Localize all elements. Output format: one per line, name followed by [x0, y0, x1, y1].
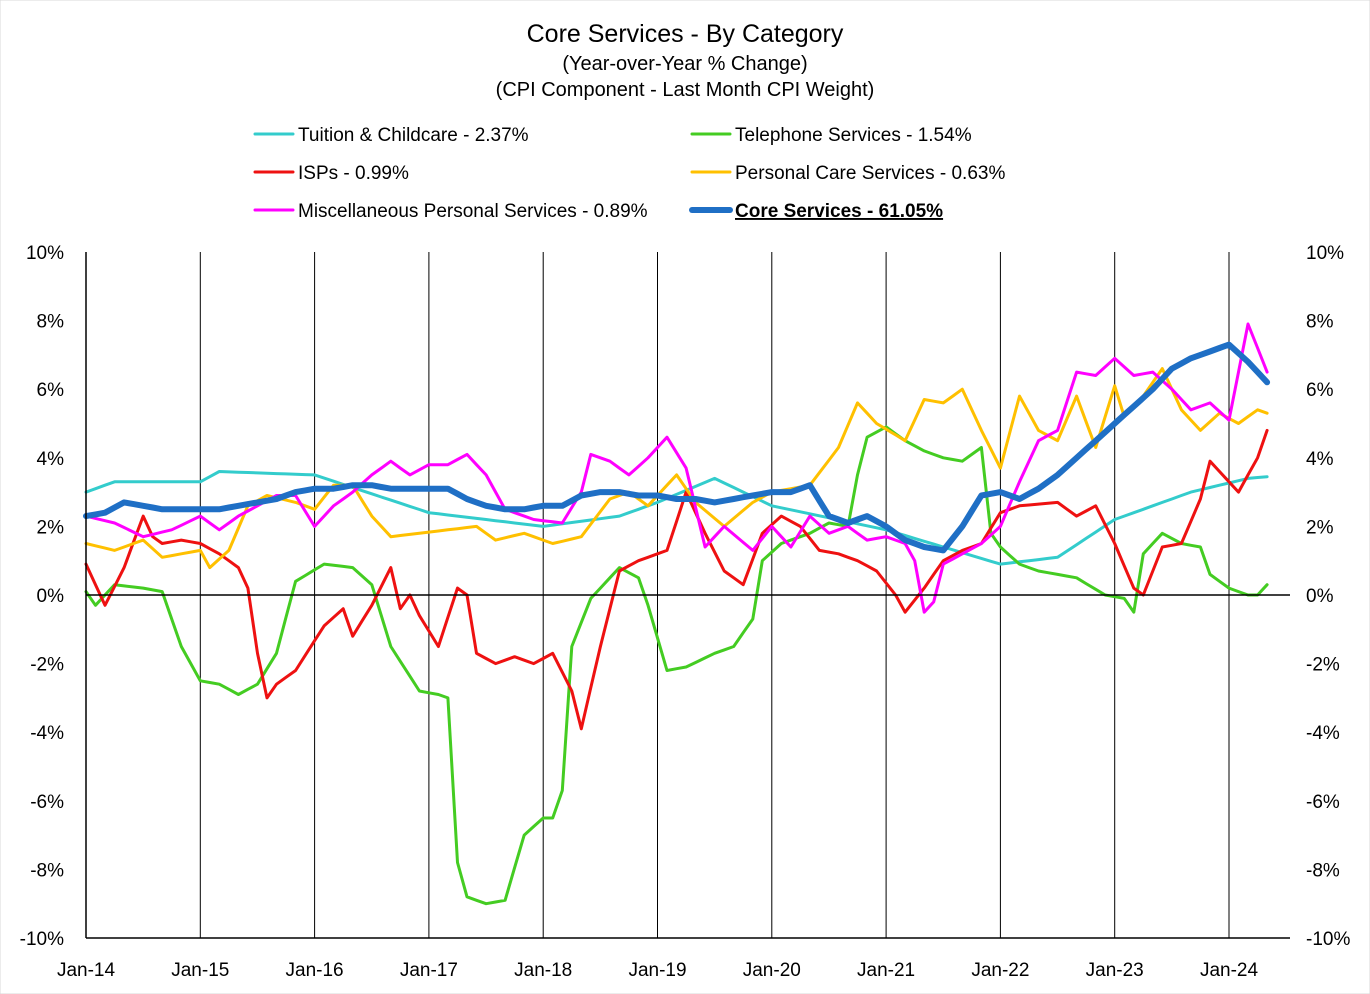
y-tick-label-left: 10% — [26, 243, 64, 264]
x-tick-label: Jan-14 — [57, 960, 116, 981]
y-axis-left: -10% -8% -6% -4% -2% 0% 2% 4% 6% 8% 10% — [20, 243, 64, 950]
y-tick-label-left: -2% — [30, 655, 64, 676]
y-axis-right: -10% -8% -6% -4% -2% 0% 2% 4% 6% 8% 10% — [1306, 243, 1350, 950]
legend-label: ISPs - 0.99% — [298, 163, 409, 184]
legend-label: Core Services - 61.05% — [735, 201, 943, 222]
x-tick-label: Jan-19 — [628, 960, 686, 981]
legend: Tuition & Childcare - 2.37% Telephone Ser… — [253, 125, 1005, 222]
y-tick-label-left: 0% — [37, 586, 65, 607]
y-tick-label-left: 4% — [37, 449, 65, 470]
x-tick-label: Jan-23 — [1086, 960, 1144, 981]
y-tick-label-right: -2% — [1306, 655, 1340, 676]
y-tick-label-left: -6% — [30, 792, 64, 813]
x-tick-label: Jan-22 — [971, 960, 1029, 981]
axes — [85, 252, 1290, 939]
x-tick-label: Jan-24 — [1200, 960, 1259, 981]
legend-label: Tuition & Childcare - 2.37% — [298, 125, 529, 146]
series-line — [83, 341, 1271, 554]
x-tick-label: Jan-17 — [400, 960, 458, 981]
y-tick-label-left: -4% — [30, 723, 64, 744]
x-tick-label: Jan-16 — [286, 960, 344, 981]
series-line — [84, 470, 1269, 566]
y-tick-label-right: -8% — [1306, 860, 1340, 881]
y-tick-label-left: 2% — [37, 517, 65, 538]
series-line — [84, 428, 1269, 731]
legend-label: Personal Care Services - 0.63% — [735, 163, 1005, 184]
y-tick-label-right: 10% — [1306, 243, 1344, 264]
y-tick-label-right: -6% — [1306, 792, 1340, 813]
x-tick-label: Jan-15 — [171, 960, 229, 981]
y-tick-label-right: 6% — [1306, 380, 1334, 401]
y-tick-label-right: -10% — [1306, 929, 1350, 950]
x-tick-label: Jan-20 — [743, 960, 801, 981]
series-layer — [83, 322, 1271, 906]
y-tick-label-right: -4% — [1306, 723, 1340, 744]
y-tick-label-right: 8% — [1306, 312, 1334, 333]
y-tick-label-left: 6% — [37, 380, 65, 401]
series-line — [84, 425, 1269, 906]
y-tick-label-left: -8% — [30, 860, 64, 881]
chart-subtitle-2: (CPI Component - Last Month CPI Weight) — [496, 79, 875, 101]
chart-title: Core Services - By Category — [527, 20, 844, 48]
y-tick-label-right: 0% — [1306, 586, 1334, 607]
x-tick-label: Jan-21 — [857, 960, 915, 981]
y-tick-label-left: 8% — [37, 312, 65, 333]
y-tick-label-right: 2% — [1306, 517, 1334, 538]
x-tick-label: Jan-18 — [514, 960, 572, 981]
chart-subtitle-1: (Year-over-Year % Change) — [562, 53, 807, 75]
legend-label: Telephone Services - 1.54% — [735, 125, 972, 146]
legend-label: Miscellaneous Personal Services - 0.89% — [298, 201, 648, 222]
y-tick-label-left: -10% — [20, 929, 64, 950]
y-tick-label-right: 4% — [1306, 449, 1334, 470]
